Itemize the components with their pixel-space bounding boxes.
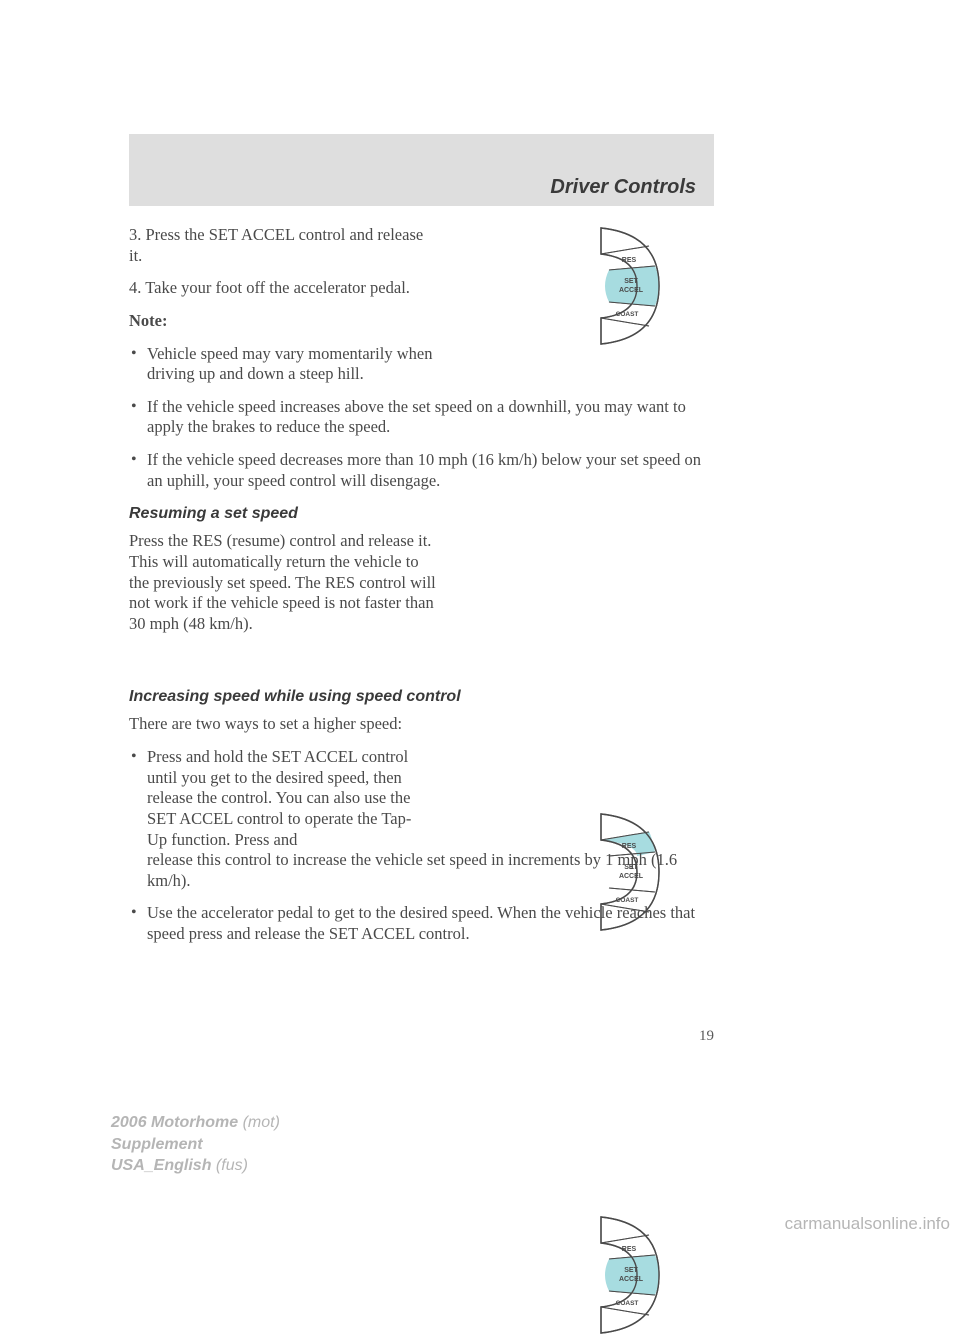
footer-line-1: 2006 Motorhome (mot)	[111, 1112, 280, 1134]
watermark: carmanualsonline.info	[785, 1214, 950, 1234]
section-resume-speed: RES SET ACCEL COAST Resuming a set speed…	[129, 505, 714, 634]
svg-text:ACCEL: ACCEL	[619, 1276, 644, 1283]
section-set-speed: RES SET ACCEL COAST 3. Press the SET ACC…	[129, 225, 714, 491]
svg-text:COAST: COAST	[616, 311, 639, 318]
svg-text:ACCEL: ACCEL	[619, 287, 644, 294]
increase-item-part1: Press and hold the SET ACCEL control unt…	[147, 747, 427, 850]
increase-list: Press and hold the SET ACCEL control unt…	[129, 747, 714, 945]
footer-line-2: Supplement	[111, 1134, 280, 1156]
footer-code-1: (mot)	[238, 1114, 280, 1131]
footer-code-2: (fus)	[211, 1157, 247, 1174]
subheading-resume: Resuming a set speed	[129, 505, 714, 523]
header-band: Driver Controls	[129, 134, 714, 206]
step-3: 3. Press the SET ACCEL control and relea…	[129, 225, 429, 266]
spacer	[129, 646, 714, 674]
footer-model: 2006 Motorhome	[111, 1114, 238, 1131]
page-section-title: Driver Controls	[550, 176, 696, 199]
footer-line-3: USA_English (fus)	[111, 1155, 280, 1177]
cruise-control-figure-set-accel: RES SET ACCEL COAST	[591, 222, 667, 350]
resume-description: Press the RES (resume) control and relea…	[129, 531, 439, 634]
section-increase-speed: RES SET ACCEL COAST Increasing speed whi…	[129, 688, 714, 944]
content-area: RES SET ACCEL COAST 3. Press the SET ACC…	[129, 225, 714, 957]
increase-intro: There are two ways to set a higher speed…	[129, 714, 429, 735]
cruise-control-figure-increase: RES SET ACCEL COAST	[591, 1211, 667, 1339]
svg-text:COAST: COAST	[616, 1300, 639, 1307]
footer: 2006 Motorhome (mot) Supplement USA_Engl…	[111, 1112, 280, 1177]
manual-page: Driver Controls RES SET ACCEL COAST 3. P…	[0, 0, 960, 1242]
note-list: Vehicle speed may vary momentarily when …	[129, 344, 714, 492]
page-number: 19	[129, 1028, 714, 1045]
increase-item-part2: release this control to increase the veh…	[147, 850, 677, 890]
increase-item: Use the accelerator pedal to get to the …	[129, 903, 714, 944]
subheading-increase: Increasing speed while using speed contr…	[129, 688, 714, 706]
note-item: If the vehicle speed increases above the…	[129, 397, 714, 438]
footer-lang: USA_English	[111, 1157, 211, 1174]
note-item: Vehicle speed may vary momentarily when …	[129, 344, 437, 385]
step-4: 4. Take your foot off the accelerator pe…	[129, 278, 429, 299]
increase-item: Press and hold the SET ACCEL control unt…	[129, 747, 714, 891]
note-item: If the vehicle speed decreases more than…	[129, 450, 714, 491]
